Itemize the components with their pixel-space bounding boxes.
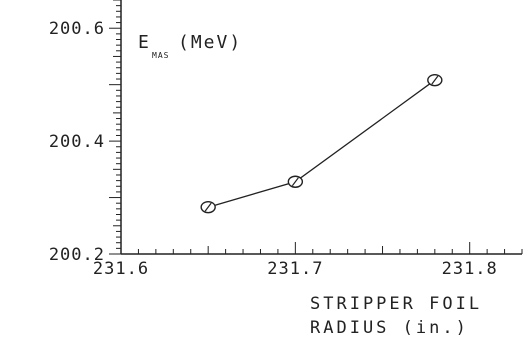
y-tick-labels: 200.2 200.4 200.6 bbox=[49, 19, 105, 265]
x-tick-labels: 231.6 231.7 231.8 bbox=[93, 259, 498, 279]
y-tick-label: 200.2 bbox=[49, 245, 105, 265]
data-point bbox=[427, 73, 443, 87]
y-axis-label: E bbox=[138, 32, 151, 53]
x-tick-label: 231.6 bbox=[93, 259, 149, 279]
data-points bbox=[200, 73, 443, 214]
x-axis-label-line2: RADIUS (in.) bbox=[310, 318, 469, 338]
x-axis-label-line1: STRIPPER FOIL bbox=[310, 294, 482, 314]
y-axis-label-unit: (MeV) bbox=[178, 32, 242, 53]
x-tick-label: 231.7 bbox=[267, 259, 323, 279]
x-tick-label: 231.8 bbox=[442, 259, 498, 279]
data-point bbox=[287, 175, 304, 188]
series-line bbox=[208, 79, 436, 208]
y-axis-label-subscript: MAS bbox=[152, 51, 169, 60]
y-tick-label: 200.4 bbox=[49, 132, 105, 152]
minor-ticks bbox=[109, 0, 523, 255]
y-tick-label: 200.6 bbox=[49, 19, 105, 39]
data-point bbox=[200, 200, 216, 214]
